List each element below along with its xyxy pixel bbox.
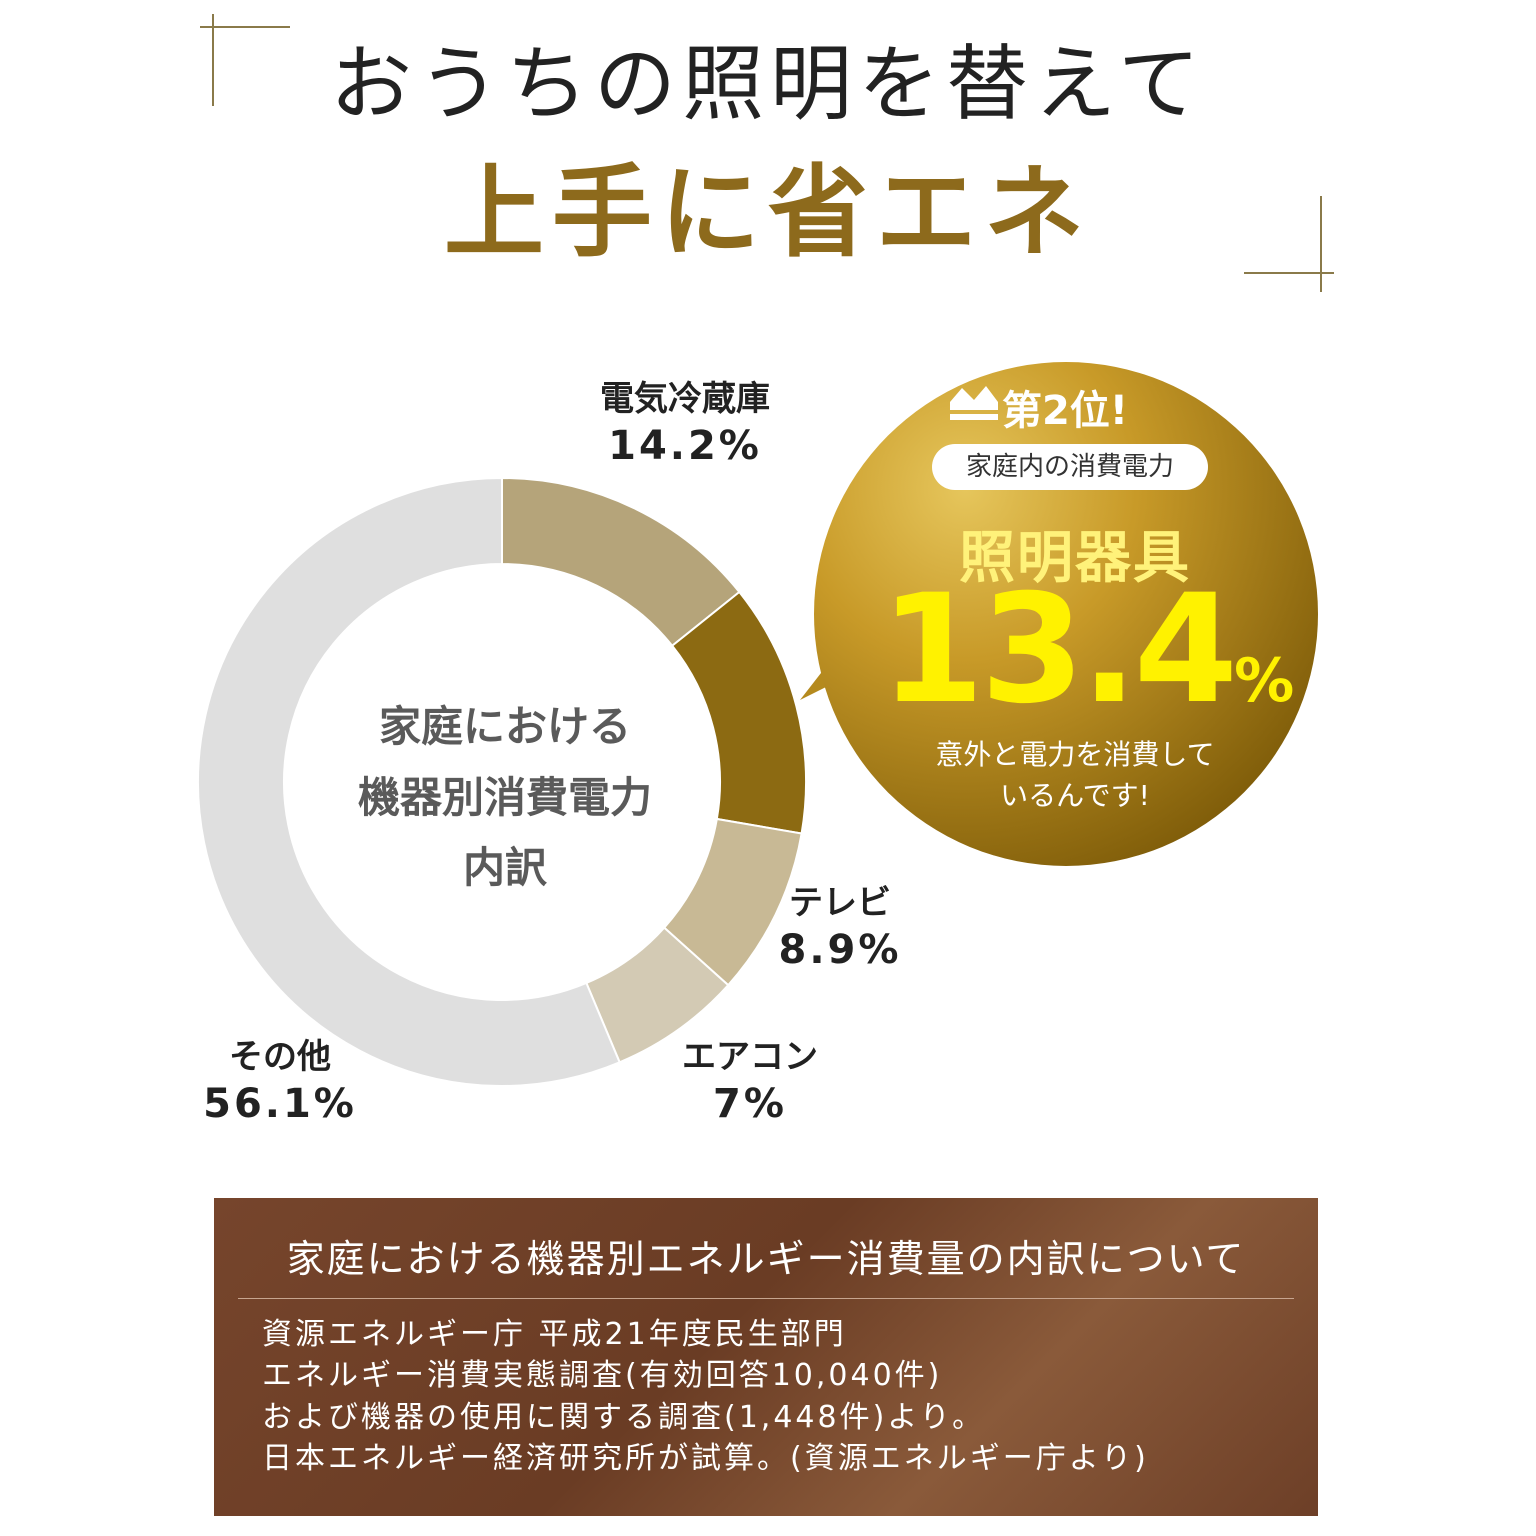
page-title-line2: 上手に省エネ <box>444 153 1092 271</box>
label-aircon-value: 7% <box>713 1080 787 1127</box>
donut-center-label: 家庭における 機器別消費電力 内訳 <box>300 692 710 904</box>
callout-percent-number: 13.4 <box>880 563 1238 737</box>
corner-line-bottom-right-vertical <box>1320 196 1322 292</box>
callout-percent: 13.4% <box>880 568 1294 733</box>
source-line-3: および機器の使用に関する調査(1,448件)より。 <box>262 1399 986 1435</box>
source-divider <box>238 1298 1294 1299</box>
source-line-4: 日本エネルギー経済研究所が試算。(資源エネルギー庁より) <box>262 1441 1149 1477</box>
center-label-line2: 機器別消費電力 <box>357 772 652 822</box>
label-refrigerator-name: 電気冷蔵庫 <box>600 379 770 419</box>
source-box: 家庭における機器別エネルギー消費量の内訳について 資源エネルギー庁 平成21年度… <box>214 1198 1318 1516</box>
corner-line-bottom-right-horizontal <box>1244 272 1334 274</box>
callout-note-line2: いるんです! <box>1000 778 1150 812</box>
rank-label: 第2位! <box>1001 388 1129 434</box>
callout-item: 照明器具 <box>959 526 1191 591</box>
label-refrigerator: 電気冷蔵庫 14.2% <box>570 378 800 471</box>
crown-icon <box>950 386 998 420</box>
label-other: その他 56.1% <box>200 1036 360 1129</box>
donut-segment-4 <box>197 476 621 1087</box>
callout-pill: 家庭内の消費電力 <box>932 444 1208 490</box>
center-label-line3: 内訳 <box>462 843 547 893</box>
label-other-name: その他 <box>229 1037 331 1077</box>
source-line-2: エネルギー消費実態調査(有効回答10,040件) <box>262 1358 943 1394</box>
callout-note: 意外と電力を消費して いるんです! <box>900 735 1250 816</box>
label-aircon-name: エアコン <box>682 1037 818 1077</box>
label-aircon: エアコン 7% <box>660 1036 840 1129</box>
page-title-line1: おうちの照明を替えて <box>330 37 1206 132</box>
source-title: 家庭における機器別エネルギー消費量の内訳について <box>286 1237 1246 1281</box>
callout-note-line1: 意外と電力を消費して <box>935 738 1215 771</box>
source-body: 資源エネルギー庁 平成21年度民生部門 エネルギー消費実態調査(有効回答10,0… <box>262 1314 1292 1480</box>
callout-percent-unit: % <box>1234 646 1295 716</box>
center-label-line1: 家庭における <box>378 702 631 751</box>
corner-line-top-left-vertical <box>212 14 214 106</box>
source-line-1: 資源エネルギー庁 平成21年度民生部門 <box>262 1317 847 1352</box>
corner-line-top-left-horizontal <box>200 26 290 28</box>
label-refrigerator-value: 14.2% <box>608 422 762 469</box>
label-tv-name: テレビ <box>789 883 891 923</box>
label-tv-value: 8.9% <box>778 926 902 973</box>
label-other-value: 56.1% <box>203 1080 357 1127</box>
label-tv: テレビ 8.9% <box>770 882 910 975</box>
